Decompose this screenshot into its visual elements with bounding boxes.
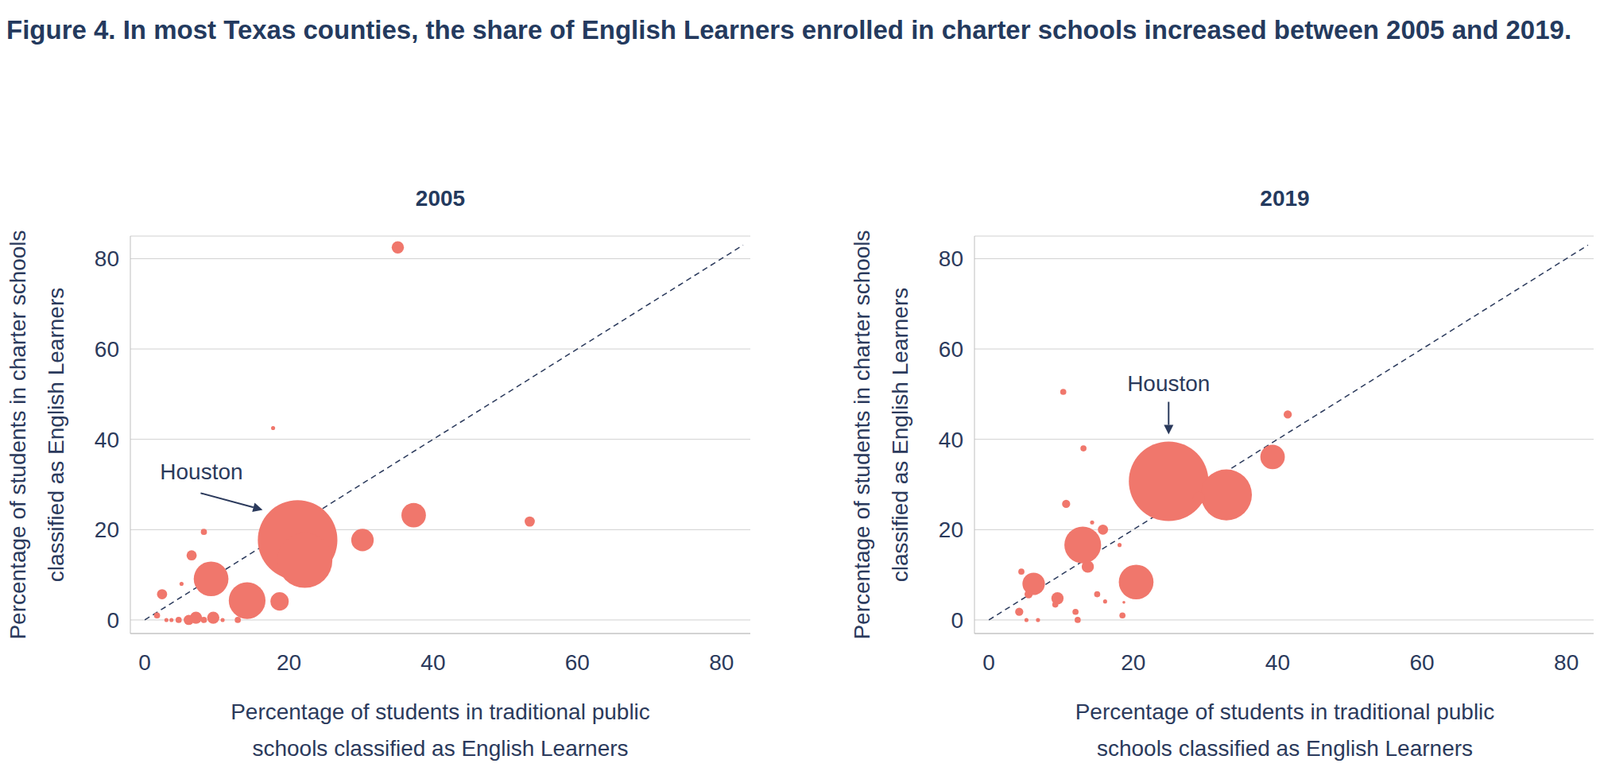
html-text:Figure 4. In most Texas counti: Figure 4. In most Texas counties, the sh… [6, 15, 1572, 45]
svg-text:schools classified as English: schools classified as English Learners [251, 736, 628, 761]
svg-text:Percentage of students in char: Percentage of students in charter school… [6, 229, 31, 640]
svg-text:classified as English Learners: classified as English Learners [43, 287, 69, 582]
svg-text:0: 0 [982, 650, 996, 675]
svg-text:0: 0 [106, 608, 120, 633]
svg-text:80: 80 [938, 246, 964, 272]
svg-text:80: 80 [708, 650, 734, 675]
svg-text:60: 60 [1409, 650, 1434, 675]
svg-text:60: 60 [565, 650, 590, 675]
html-text:2005: 2005 [415, 185, 466, 211]
svg-text:Percentage of students in trad: Percentage of students in traditional pu… [1075, 699, 1496, 725]
svg-text:Percentage of students in trad: Percentage of students in traditional pu… [230, 699, 651, 725]
svg-text:80: 80 [94, 246, 120, 272]
svg-text:80: 80 [1553, 650, 1579, 675]
svg-text:20: 20 [938, 517, 964, 543]
html-text:2019: 2019 [1260, 185, 1310, 211]
svg-text:0: 0 [950, 608, 964, 633]
svg-text:40: 40 [1265, 650, 1291, 675]
svg-text:20: 20 [1120, 650, 1146, 675]
svg-text:20: 20 [276, 650, 302, 675]
svg-text:40: 40 [938, 427, 964, 453]
svg-text:40: 40 [420, 650, 446, 675]
svg-text:schools classified as English: schools classified as English Learners [1096, 736, 1473, 761]
svg-text:classified as English Learners: classified as English Learners [887, 287, 913, 582]
svg-text:60: 60 [94, 337, 120, 362]
svg-text:Percentage of students in char: Percentage of students in charter school… [850, 229, 875, 640]
svg-text:Houston: Houston [1127, 371, 1210, 396]
svg-text:0: 0 [138, 650, 152, 675]
svg-text:40: 40 [94, 427, 120, 453]
svg-text:60: 60 [938, 337, 964, 362]
svg-text:Houston: Houston [159, 459, 243, 485]
svg-text:20: 20 [94, 517, 120, 543]
